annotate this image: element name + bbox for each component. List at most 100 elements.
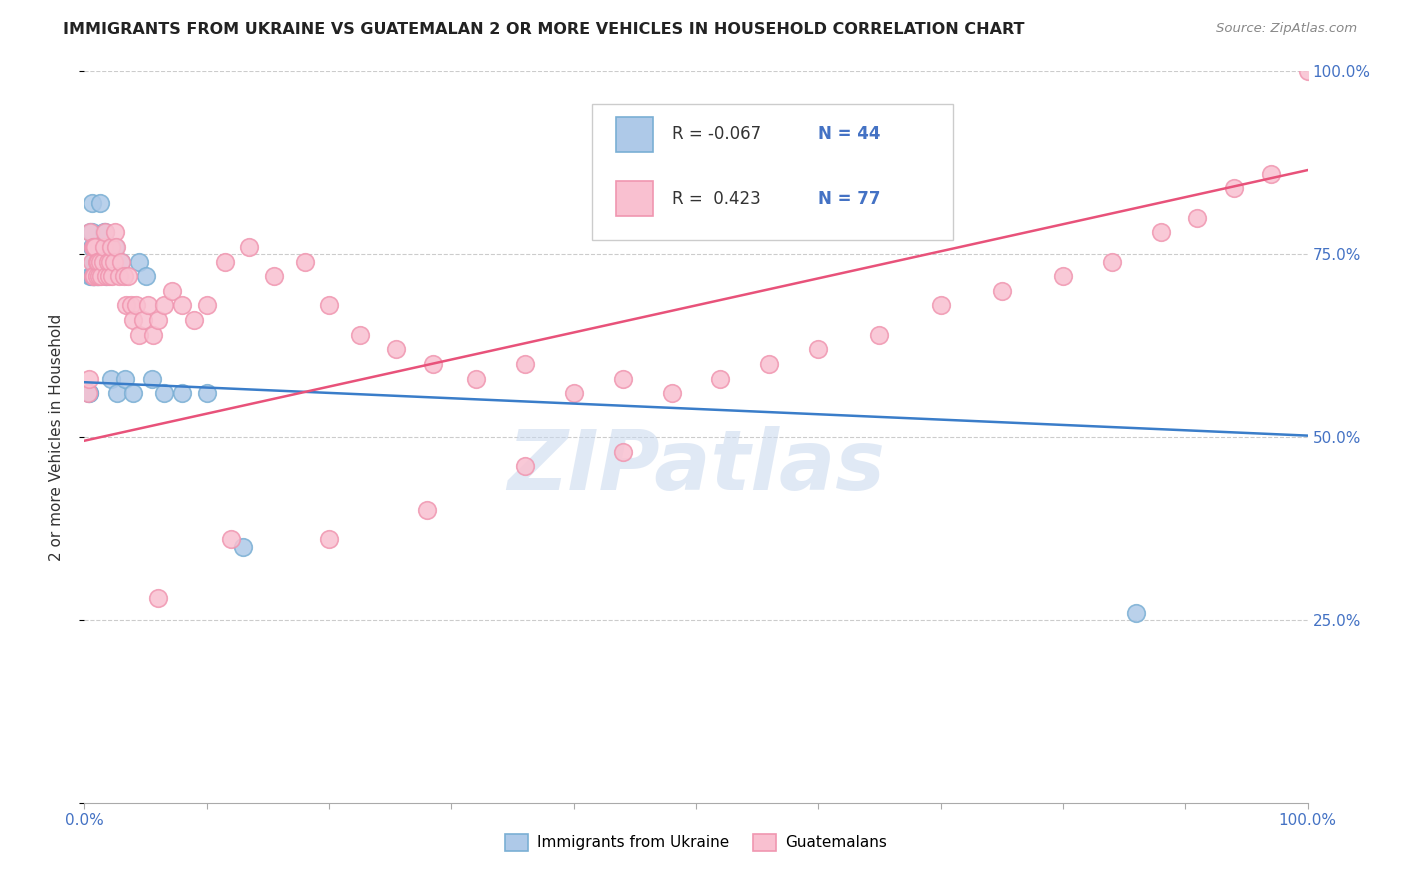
Point	[612, 444, 634, 458]
Point	[107, 269, 129, 284]
Point	[77, 386, 100, 401]
Point	[1187, 211, 1209, 225]
Point	[1101, 254, 1123, 268]
Point	[89, 254, 111, 268]
Point	[195, 386, 218, 401]
Point	[77, 386, 100, 401]
Point	[125, 298, 148, 312]
Point	[79, 269, 101, 284]
Point	[96, 269, 118, 284]
Point	[1052, 269, 1074, 284]
Point	[146, 591, 169, 605]
Point	[1150, 225, 1173, 239]
Point	[142, 327, 165, 342]
Point	[105, 386, 128, 401]
Text: R =  0.423: R = 0.423	[672, 190, 761, 208]
Point	[385, 343, 408, 357]
Point	[1260, 167, 1282, 181]
Point	[513, 459, 536, 474]
Point	[80, 225, 103, 239]
Point	[97, 269, 120, 284]
Point	[100, 240, 122, 254]
Point	[91, 240, 114, 254]
Point	[98, 240, 121, 254]
Point	[114, 371, 136, 385]
Point	[82, 269, 104, 284]
Point	[464, 371, 486, 385]
Point	[83, 269, 105, 284]
Point	[79, 225, 101, 239]
Point	[82, 240, 104, 254]
Point	[214, 254, 236, 268]
Point	[1296, 64, 1319, 78]
Point	[84, 240, 107, 254]
Point	[82, 254, 104, 268]
Point	[86, 269, 108, 284]
Point	[77, 386, 100, 401]
Point	[162, 284, 184, 298]
Point	[103, 254, 125, 268]
Point	[661, 386, 683, 401]
Point	[87, 269, 110, 284]
Point	[141, 371, 163, 385]
Point	[132, 313, 155, 327]
Point	[238, 240, 260, 254]
Point	[80, 254, 103, 268]
Point	[97, 254, 120, 268]
Point	[422, 357, 444, 371]
Point	[93, 240, 115, 254]
Point	[232, 540, 254, 554]
Point	[83, 240, 105, 254]
Text: N = 44: N = 44	[818, 125, 880, 144]
Point	[87, 240, 110, 254]
Point	[709, 371, 731, 385]
Point	[758, 357, 780, 371]
Point	[112, 269, 135, 284]
Point	[83, 240, 105, 254]
Point	[79, 225, 101, 239]
Point	[122, 386, 145, 401]
Point	[104, 240, 127, 254]
Text: ZIPatlas: ZIPatlas	[508, 425, 884, 507]
Point	[83, 269, 105, 284]
Point	[94, 225, 117, 239]
Point	[77, 371, 100, 385]
Point	[122, 313, 145, 327]
Point	[89, 196, 111, 211]
Point	[90, 254, 112, 268]
Point	[172, 298, 194, 312]
Point	[263, 269, 285, 284]
Point	[349, 327, 371, 342]
Point	[513, 357, 536, 371]
Point	[195, 298, 218, 312]
Point	[84, 240, 107, 254]
Text: N = 77: N = 77	[818, 190, 880, 208]
Point	[96, 269, 118, 284]
Point	[105, 240, 128, 254]
Point	[90, 269, 112, 284]
Point	[93, 225, 115, 239]
Point	[98, 254, 121, 268]
Point	[128, 254, 150, 268]
Text: R = -0.067: R = -0.067	[672, 125, 761, 144]
Point	[83, 254, 105, 268]
Point	[219, 533, 242, 547]
FancyBboxPatch shape	[592, 104, 953, 240]
Point	[929, 298, 952, 312]
Point	[82, 269, 104, 284]
Point	[86, 254, 108, 268]
Point	[86, 254, 108, 268]
Point	[146, 313, 169, 327]
Point	[172, 386, 194, 401]
Bar	[616, 117, 654, 152]
Point	[807, 343, 830, 357]
Point	[80, 269, 103, 284]
Point	[120, 298, 142, 312]
Point	[80, 196, 103, 211]
Point	[562, 386, 585, 401]
Point	[115, 298, 138, 312]
Point	[87, 269, 110, 284]
Point	[86, 254, 108, 268]
Point	[91, 254, 114, 268]
Point	[80, 240, 103, 254]
